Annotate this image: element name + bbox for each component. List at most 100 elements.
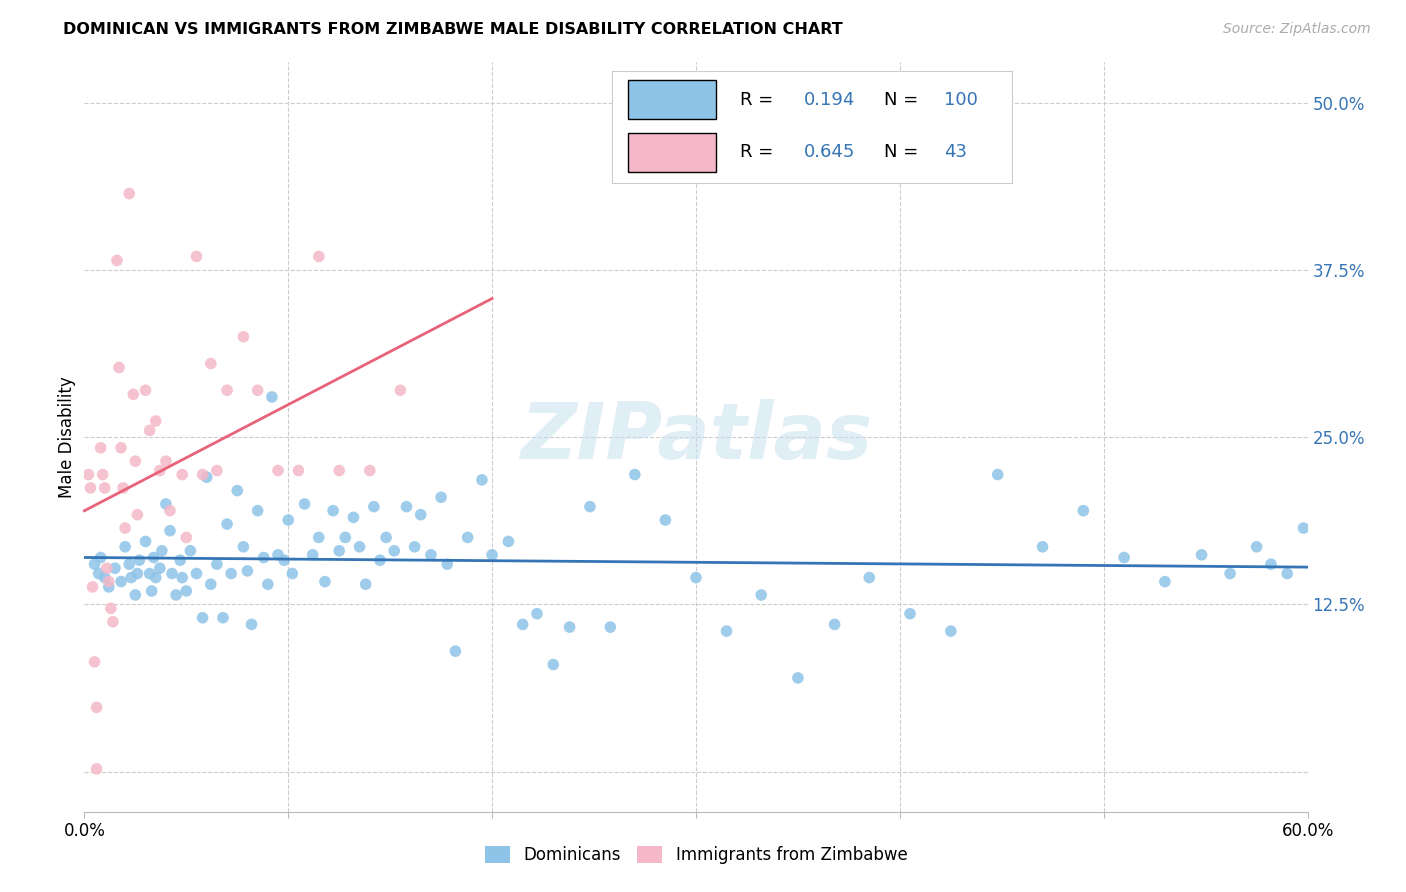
- Point: [160, 566, 183, 581]
- Point: [1114, 550, 1136, 565]
- Point: [267, 464, 290, 478]
- Point: [409, 508, 432, 522]
- Point: [110, 574, 132, 589]
- Point: [354, 577, 377, 591]
- Point: [114, 540, 136, 554]
- Point: [939, 624, 962, 639]
- Point: [301, 548, 323, 562]
- Point: [86, 762, 108, 776]
- Text: 100: 100: [945, 91, 979, 109]
- Text: N =: N =: [884, 144, 918, 161]
- Point: [195, 470, 218, 484]
- Point: [1154, 574, 1177, 589]
- Point: [149, 561, 172, 575]
- Point: [349, 540, 371, 554]
- Point: [174, 583, 197, 598]
- Point: [654, 513, 676, 527]
- Point: [382, 543, 405, 558]
- Point: [186, 250, 208, 264]
- Point: [395, 500, 418, 514]
- Point: [599, 620, 621, 634]
- Point: [138, 424, 160, 438]
- Point: [1073, 503, 1095, 517]
- Point: [86, 700, 108, 714]
- Text: R =: R =: [740, 91, 773, 109]
- Point: [226, 483, 249, 498]
- Point: [322, 503, 344, 517]
- Point: [314, 574, 336, 589]
- Point: [1219, 566, 1241, 581]
- Point: [787, 671, 810, 685]
- Point: [328, 464, 350, 478]
- Point: [159, 524, 181, 538]
- Point: [287, 464, 309, 478]
- Point: [110, 441, 132, 455]
- Point: [142, 550, 165, 565]
- Point: [135, 384, 157, 398]
- Point: [93, 481, 115, 495]
- Point: [159, 503, 181, 517]
- Point: [257, 577, 280, 591]
- Point: [172, 467, 194, 482]
- Point: [359, 464, 381, 478]
- Point: [145, 571, 167, 585]
- Point: [749, 588, 772, 602]
- Point: [624, 467, 647, 482]
- Point: [82, 580, 104, 594]
- Point: [987, 467, 1010, 482]
- Text: 0.645: 0.645: [804, 144, 855, 161]
- Legend: Dominicans, Immigrants from Zimbabwe: Dominicans, Immigrants from Zimbabwe: [478, 839, 914, 871]
- Point: [858, 571, 880, 585]
- Point: [79, 481, 101, 495]
- Point: [898, 607, 921, 621]
- Point: [217, 384, 239, 398]
- Point: [246, 384, 269, 398]
- Point: [368, 553, 391, 567]
- Point: [436, 557, 458, 572]
- Point: [191, 467, 214, 482]
- Text: Source: ZipAtlas.com: Source: ZipAtlas.com: [1223, 22, 1371, 37]
- Point: [141, 583, 163, 598]
- Point: [77, 467, 100, 482]
- Point: [481, 548, 503, 562]
- Point: [191, 611, 214, 625]
- Point: [91, 467, 114, 482]
- Point: [124, 588, 146, 602]
- Text: N =: N =: [884, 91, 918, 109]
- Point: [471, 473, 494, 487]
- Point: [685, 571, 707, 585]
- Point: [83, 557, 105, 572]
- Point: [430, 491, 453, 505]
- Point: [420, 548, 443, 562]
- Point: [155, 454, 177, 468]
- Point: [127, 566, 149, 581]
- Point: [93, 571, 115, 585]
- Point: [543, 657, 565, 672]
- Point: [97, 574, 120, 589]
- Point: [138, 566, 160, 581]
- FancyBboxPatch shape: [627, 80, 716, 120]
- Point: [112, 481, 135, 495]
- Point: [165, 588, 187, 602]
- Point: [114, 521, 136, 535]
- Point: [145, 414, 167, 428]
- Point: [212, 611, 235, 625]
- Point: [404, 540, 426, 554]
- Point: [200, 577, 222, 591]
- Point: [90, 550, 112, 565]
- Point: [122, 387, 145, 401]
- Point: [375, 530, 398, 544]
- Point: [150, 543, 173, 558]
- Point: [120, 571, 142, 585]
- Point: [149, 464, 172, 478]
- Text: 0.194: 0.194: [804, 91, 855, 109]
- Point: [526, 607, 548, 621]
- Point: [328, 543, 350, 558]
- FancyBboxPatch shape: [627, 133, 716, 171]
- Point: [267, 548, 290, 562]
- Point: [87, 566, 110, 581]
- Point: [205, 464, 228, 478]
- Point: [579, 500, 602, 514]
- Point: [135, 534, 157, 549]
- Point: [105, 253, 128, 268]
